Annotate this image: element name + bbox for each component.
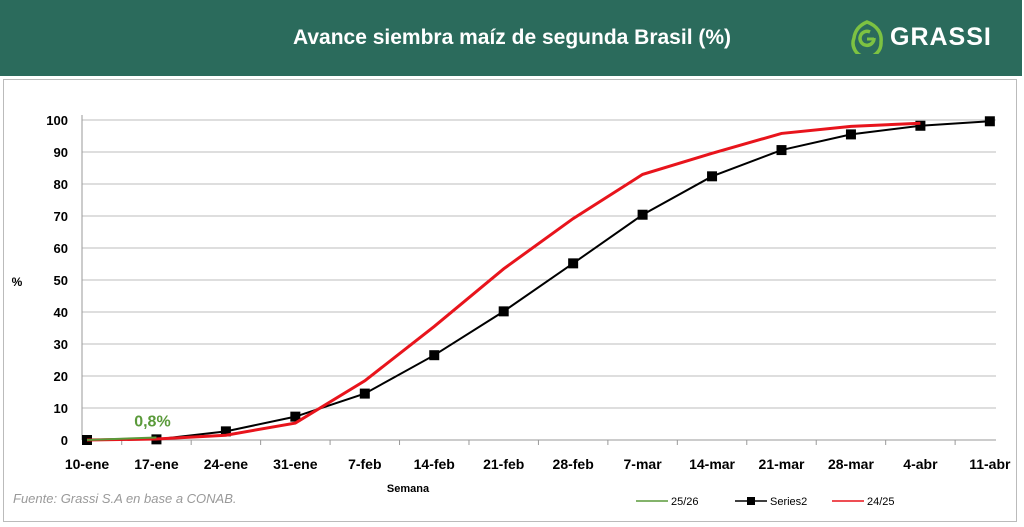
series-marker [429, 350, 440, 361]
y-tick-label: 80 [54, 177, 68, 192]
x-tick-label: 21-mar [759, 456, 805, 472]
logo-text: GRASSI [890, 22, 992, 51]
y-tick-label: 70 [54, 209, 68, 224]
legend-label: Series2 [770, 496, 807, 508]
y-tick-label: 100 [46, 113, 68, 128]
series-marker [707, 171, 718, 182]
y-tick-label: 10 [54, 401, 68, 416]
series-marker [568, 258, 579, 269]
series-line-25-26 [86, 436, 157, 441]
series-marker [220, 426, 231, 437]
header-banner: Avance siembra maíz de segunda Brasil (%… [0, 0, 1022, 76]
y-axis-label: % [12, 275, 23, 289]
series-marker [845, 129, 856, 140]
x-tick-label: 24-ene [204, 456, 249, 472]
series-marker [984, 116, 995, 127]
y-tick-label: 30 [54, 337, 68, 352]
series-marker [776, 145, 787, 156]
chart-title: Avance siembra maíz de segunda Brasil (%… [292, 26, 732, 49]
x-tick-label: 11-abr [969, 456, 1011, 472]
x-tick-label: 21-feb [483, 456, 524, 472]
legend-label: 24/25 [867, 496, 895, 508]
y-tick-label: 60 [54, 241, 68, 256]
x-tick-label: 31-ene [273, 456, 318, 472]
x-tick-label: 4-abr [903, 456, 938, 472]
x-tick-label: 10-ene [65, 456, 110, 472]
y-tick-label: 40 [54, 305, 68, 320]
legend-marker [747, 497, 755, 505]
series-marker [359, 388, 370, 399]
series-marker [637, 209, 648, 220]
legend-label: 25/26 [671, 496, 699, 508]
y-tick-label: 0 [61, 433, 68, 448]
x-tick-label: 17-ene [134, 456, 179, 472]
y-tick-label: 20 [54, 369, 68, 384]
x-tick-label: 14-mar [689, 456, 735, 472]
series-marker [915, 120, 926, 131]
y-tick-label: 50 [54, 273, 68, 288]
x-axis-label: Semana [387, 483, 430, 495]
series-line-24-25 [86, 121, 921, 442]
grassi-logo: GRASSI [850, 20, 992, 54]
x-tick-label: 28-feb [553, 456, 594, 472]
chart-frame [3, 79, 1017, 522]
annotation-label: 0,8% [134, 413, 170, 430]
x-tick-label: 14-feb [414, 456, 455, 472]
series-marker [498, 306, 509, 317]
x-tick-label: 7-feb [348, 456, 381, 472]
source-note: Fuente: Grassi S.A en base a CONAB. [13, 491, 237, 506]
series-line-Series2 [86, 120, 990, 441]
y-tick-label: 90 [54, 145, 68, 160]
x-tick-label: 28-mar [828, 456, 874, 472]
leaf-icon [851, 20, 883, 54]
x-tick-label: 7-mar [624, 456, 663, 472]
series-marker [290, 411, 301, 422]
